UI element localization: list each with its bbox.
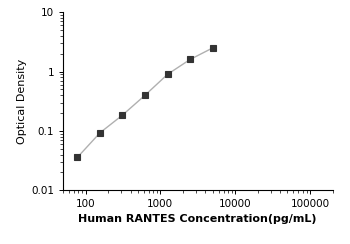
Y-axis label: Optical Density: Optical Density [17, 59, 27, 144]
X-axis label: Human RANTES Concentration(pg/mL): Human RANTES Concentration(pg/mL) [78, 214, 317, 224]
